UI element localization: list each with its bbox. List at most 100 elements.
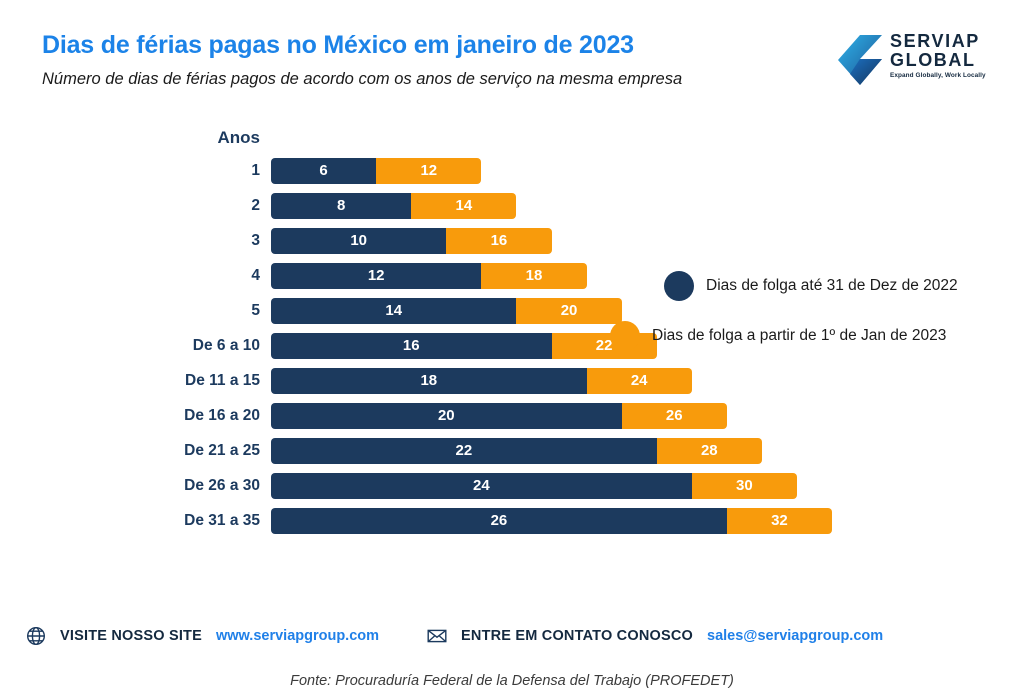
logo-tagline: Expand Globally, Work Locally xyxy=(890,72,986,79)
row-category-label: 4 xyxy=(251,267,260,284)
bar-value-2023: 22 xyxy=(595,337,613,354)
page-subtitle: Número de dias de férias pagos de acordo… xyxy=(42,70,683,88)
legend-swatch-navy-icon xyxy=(664,271,694,301)
source-note: Fonte: Procuraduría Federal de la Defens… xyxy=(290,673,734,689)
legend-entry-2022[interactable]: Dias de folga até 31 de Dez de 2022 xyxy=(664,271,958,301)
bar-value-2023: 32 xyxy=(771,512,788,529)
chart-row: De 6 a 10 16 22 xyxy=(0,333,1024,368)
bar-segment-2022[interactable]: 14 xyxy=(271,298,517,324)
bar-value-2023: 28 xyxy=(700,442,718,459)
chart-row: De 21 a 25 22 28 xyxy=(0,438,1024,473)
bar-value-2022: 16 xyxy=(402,337,420,354)
stacked-bar[interactable]: 6 12 xyxy=(271,158,482,184)
row-category-label: De 16 a 20 xyxy=(184,407,260,424)
chart-rows: 1 6 12 2 8 14 3 10 16 4 12 18 5 14 20 De 6 a 10 16 22 De 1… xyxy=(0,158,1024,543)
chart-row: De 16 a 20 20 26 xyxy=(0,403,1024,438)
legend-entry-2023[interactable]: Dias de folga a partir de 1º de Jan de 2… xyxy=(610,321,946,351)
footer-website-label: VISITE NOSSO SITE xyxy=(60,628,202,644)
row-category-label: De 26 a 30 xyxy=(184,477,260,494)
footer-contact-link[interactable]: sales@serviapgroup.com xyxy=(707,628,884,644)
stacked-bar[interactable]: 24 30 xyxy=(271,473,797,499)
bar-segment-2022[interactable]: 18 xyxy=(271,368,587,394)
row-category-label: 2 xyxy=(251,197,260,214)
bar-value-2023: 24 xyxy=(630,372,648,389)
legend-label-2023: Dias de folga a partir de 1º de Jan de 2… xyxy=(652,327,947,344)
bar-value-2023: 12 xyxy=(420,162,438,179)
stacked-bar[interactable]: 22 28 xyxy=(271,438,762,464)
chart-row: 2 8 14 xyxy=(0,193,1024,228)
bar-value-2022: 20 xyxy=(437,407,455,424)
footer-contact-label: ENTRE EM CONTATO CONOSCO xyxy=(461,628,694,644)
bar-segment-2022[interactable]: 10 xyxy=(271,228,447,254)
chart-row: De 11 a 15 18 24 xyxy=(0,368,1024,403)
bar-segment-2023[interactable]: 30 xyxy=(691,473,797,499)
bar-segment-2022[interactable]: 16 xyxy=(271,333,552,359)
row-category-label: De 21 a 25 xyxy=(184,442,260,459)
serviap-chevron-logo-icon xyxy=(838,34,884,86)
bar-segment-2023[interactable]: 16 xyxy=(446,228,552,254)
chart-row: 5 14 20 xyxy=(0,298,1024,333)
bar-value-2022: 14 xyxy=(385,302,403,319)
page-title: Dias de férias pagas no México em janeir… xyxy=(42,31,634,59)
chart-row: De 31 a 35 26 32 xyxy=(0,508,1024,543)
bar-value-2022: 6 xyxy=(319,162,328,179)
footer: VISITE NOSSO SITE www.serviapgroup.com E… xyxy=(0,612,1024,660)
bar-segment-2023[interactable]: 28 xyxy=(656,438,762,464)
bar-value-2023: 20 xyxy=(560,302,578,319)
stacked-bar[interactable]: 20 26 xyxy=(271,403,727,429)
bar-segment-2022[interactable]: 22 xyxy=(271,438,657,464)
chart-row: 3 10 16 xyxy=(0,228,1024,263)
logo-line-1: SERVIAP xyxy=(890,31,980,51)
bar-segment-2022[interactable]: 26 xyxy=(271,508,727,534)
bar-value-2023: 30 xyxy=(736,477,753,494)
row-category-label: De 31 a 35 xyxy=(184,512,260,529)
header: Dias de férias pagas no México em janeir… xyxy=(0,0,1024,108)
bar-value-2022: 10 xyxy=(350,232,367,249)
bar-value-2022: 22 xyxy=(455,442,473,459)
row-category-label: De 6 a 10 xyxy=(192,337,260,354)
bar-segment-2022[interactable]: 12 xyxy=(271,263,482,289)
footer-website-link[interactable]: www.serviapgroup.com xyxy=(216,628,380,644)
logo-wordmark: SERVIAP GLOBAL Expand Globally, Work Loc… xyxy=(890,31,990,80)
bar-value-2023: 14 xyxy=(455,197,473,214)
stacked-bar[interactable]: 18 24 xyxy=(271,368,692,394)
stacked-bar[interactable]: 26 32 xyxy=(271,508,832,534)
row-category-label: 3 xyxy=(251,232,260,249)
bar-value-2023: 26 xyxy=(665,407,683,424)
legend-swatch-orange-icon xyxy=(610,321,640,351)
bar-segment-2023[interactable]: 20 xyxy=(516,298,622,324)
bar-value-2022: 8 xyxy=(336,197,346,214)
bar-segment-2023[interactable]: 18 xyxy=(481,263,587,289)
bar-segment-2023[interactable]: 14 xyxy=(411,193,517,219)
row-category-label: De 11 a 15 xyxy=(185,372,260,389)
bar-value-2022: 18 xyxy=(420,372,438,389)
bar-segment-2023[interactable]: 24 xyxy=(586,368,692,394)
y-axis-title: Anos xyxy=(217,128,261,147)
row-category-label: 5 xyxy=(251,302,260,319)
footer-website-block[interactable]: VISITE NOSSO SITE www.serviapgroup.com xyxy=(26,626,379,646)
footer-contact-block[interactable]: ENTRE EM CONTATO CONOSCO sales@serviapgr… xyxy=(427,626,883,646)
bar-segment-2022[interactable]: 20 xyxy=(271,403,622,429)
stacked-bar[interactable]: 8 14 xyxy=(271,193,517,219)
bar-segment-2023[interactable]: 32 xyxy=(726,508,832,534)
bar-value-2022: 24 xyxy=(473,477,490,494)
bar-value-2022: 12 xyxy=(367,267,385,284)
stacked-bar-chart: Anos 1 6 12 2 8 14 3 10 16 4 12 18 5 14 20 De 6 a 10 16 2… xyxy=(0,108,1024,689)
envelope-icon xyxy=(427,626,447,646)
chart-row: De 26 a 30 24 30 xyxy=(0,473,1024,508)
stacked-bar[interactable]: 16 22 xyxy=(271,333,657,359)
stacked-bar[interactable]: 14 20 xyxy=(271,298,622,324)
bar-segment-2022[interactable]: 6 xyxy=(271,158,377,184)
legend-label-2022: Dias de folga até 31 de Dez de 2022 xyxy=(706,277,958,294)
bar-segment-2022[interactable]: 8 xyxy=(271,193,412,219)
row-category-label: 1 xyxy=(251,162,260,179)
bar-value-2023: 18 xyxy=(525,267,543,284)
stacked-bar[interactable]: 10 16 xyxy=(271,228,552,254)
stacked-bar[interactable]: 12 18 xyxy=(271,263,587,289)
brand-logo[interactable]: SERVIAP GLOBAL Expand Globally, Work Loc… xyxy=(838,30,988,90)
bar-segment-2023[interactable]: 12 xyxy=(376,158,482,184)
bar-segment-2022[interactable]: 24 xyxy=(271,473,692,499)
logo-line-2: GLOBAL xyxy=(890,50,976,70)
bar-value-2022: 26 xyxy=(490,512,508,529)
bar-segment-2023[interactable]: 26 xyxy=(621,403,727,429)
